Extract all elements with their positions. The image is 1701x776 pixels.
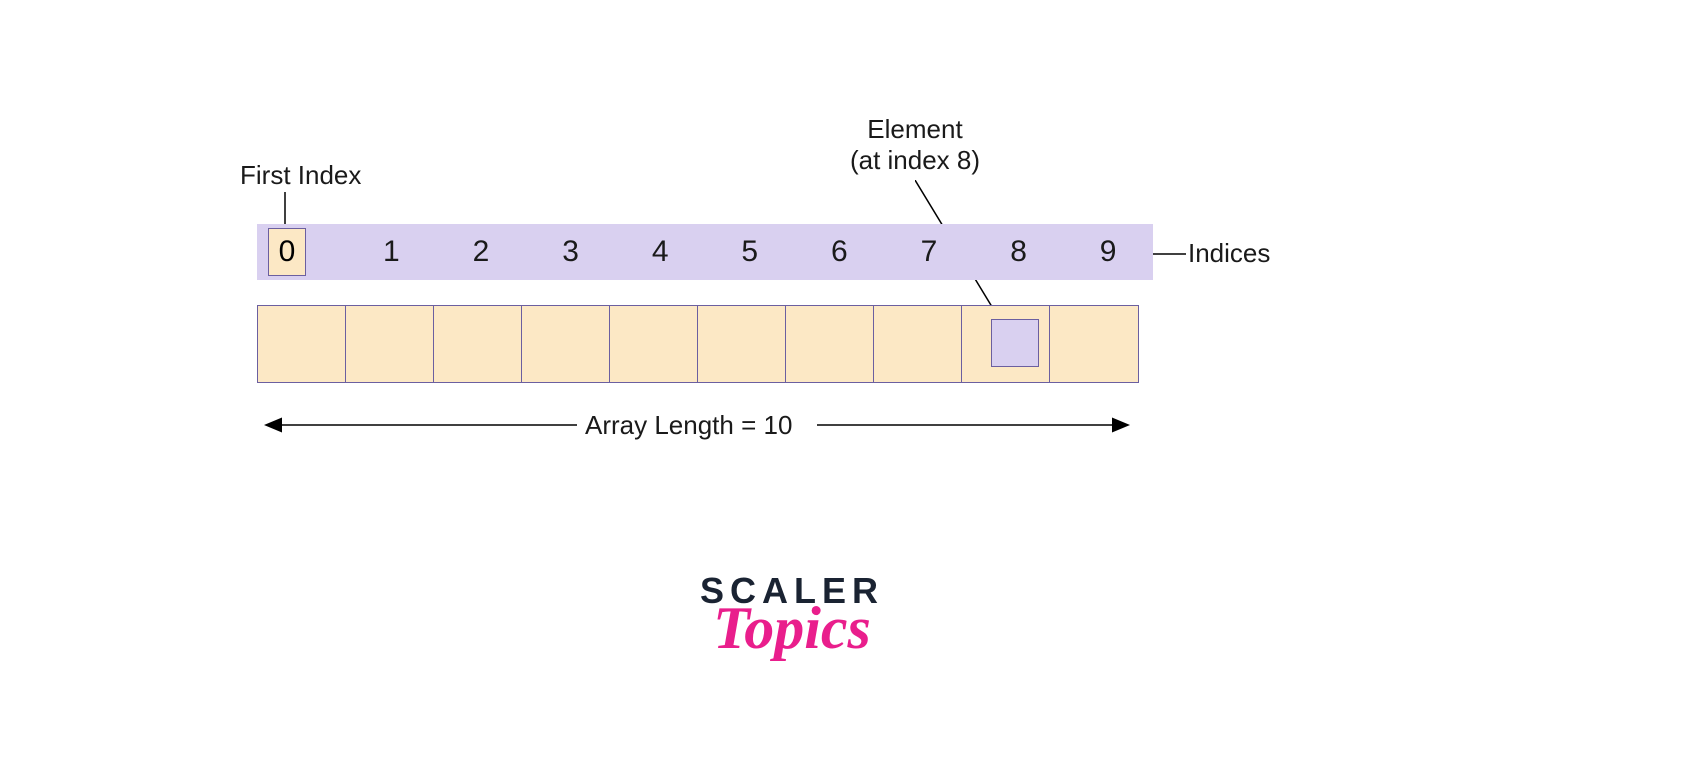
first-index-connector xyxy=(280,192,290,226)
index-cell-9: 9 xyxy=(1063,224,1153,280)
array-cell-7 xyxy=(874,306,962,382)
array-cell-0 xyxy=(258,306,346,382)
indices-label: Indices xyxy=(1188,238,1270,269)
element-label-line1: Element xyxy=(840,114,990,145)
index-cell-1: 1 xyxy=(347,224,437,280)
array-cell-4 xyxy=(610,306,698,382)
index-cell-6: 6 xyxy=(795,224,885,280)
index-cell-5: 5 xyxy=(705,224,795,280)
array-cell-6 xyxy=(786,306,874,382)
array-length-label: Array Length = 10 xyxy=(585,410,792,441)
index-cell-2: 2 xyxy=(436,224,526,280)
element-label: Element (at index 8) xyxy=(840,114,990,176)
array-cell-2 xyxy=(434,306,522,382)
index-cell-4: 4 xyxy=(615,224,705,280)
scaler-topics-logo: SCALER Topics xyxy=(700,570,884,663)
element-label-line2: (at index 8) xyxy=(840,145,990,176)
index-cell-7: 7 xyxy=(884,224,974,280)
first-index-box: 0 xyxy=(268,228,306,276)
array-cell-1 xyxy=(346,306,434,382)
array-cell-3 xyxy=(522,306,610,382)
index-cell-8: 8 xyxy=(974,224,1064,280)
element-box xyxy=(991,319,1039,367)
array-cell-9 xyxy=(1050,306,1138,382)
array-cell-5 xyxy=(698,306,786,382)
first-index-label: First Index xyxy=(240,160,361,191)
index-row: 123456789 xyxy=(257,224,1153,280)
logo-topics-text: Topics xyxy=(700,594,884,663)
index-cell-3: 3 xyxy=(526,224,616,280)
